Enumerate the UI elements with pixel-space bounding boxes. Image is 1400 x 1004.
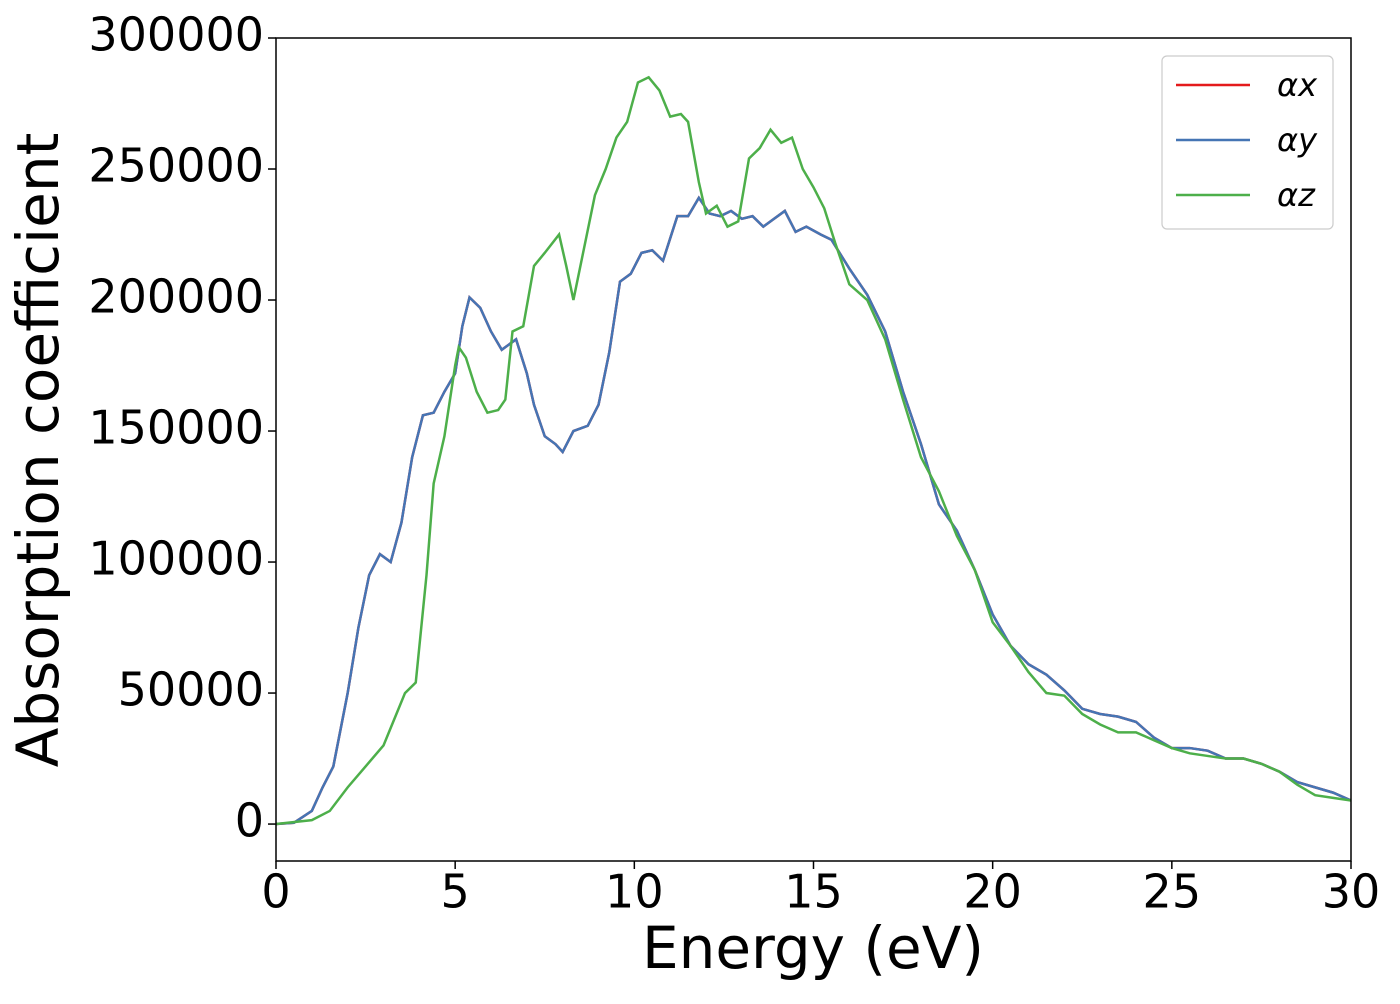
x-tick-label: 5	[441, 865, 470, 919]
y-tick-label: 100000	[88, 532, 264, 586]
x-tick-label: 0	[261, 865, 290, 919]
x-axis-label: Energy (eV)	[642, 914, 984, 982]
x-tick-label: 15	[784, 865, 843, 919]
x-tick-label: 30	[1322, 865, 1381, 919]
legend-label: αx	[1277, 66, 1318, 104]
y-tick-label: 300000	[88, 8, 264, 62]
legend-label: αy	[1277, 121, 1318, 159]
series-line	[276, 195, 1351, 826]
plot-frame	[275, 37, 1352, 862]
x-tick-label: 20	[963, 865, 1022, 919]
legend-label: αz	[1277, 176, 1316, 214]
y-tick-label: 0	[235, 794, 264, 848]
y-tick-label: 250000	[88, 139, 264, 193]
x-tick-label: 10	[605, 865, 664, 919]
series-line	[276, 75, 1351, 826]
legend-box	[1161, 55, 1334, 230]
y-tick-label: 50000	[118, 663, 264, 717]
x-tick-label: 25	[1143, 865, 1202, 919]
y-tick-label: 200000	[88, 270, 264, 324]
y-tick-label: 150000	[88, 401, 264, 455]
y-axis-label: Absorption coefficient	[4, 133, 72, 768]
